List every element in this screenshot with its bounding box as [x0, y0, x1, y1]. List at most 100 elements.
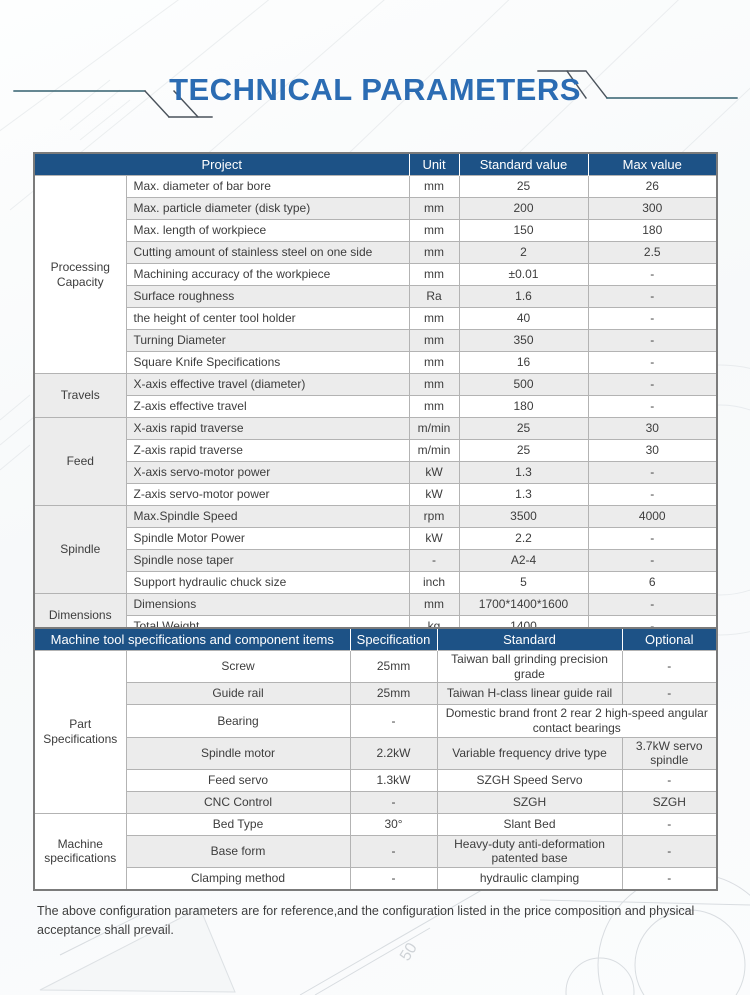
machine-specifications-table: Machine tool specifications and componen…	[33, 627, 719, 891]
unit-cell: kW	[408, 527, 460, 550]
table-row: Max. particle diameter (disk type) mm 200 3…	[34, 197, 718, 220]
table-row: Support hydraulic chuck size inch 5 6	[34, 571, 718, 594]
specification-cell: 25mm	[349, 649, 438, 684]
specification-cell: -	[349, 834, 438, 869]
max-value-cell: -	[587, 285, 718, 308]
table-row: Dimensions Dimensions mm 1700*1400*1600-	[33, 593, 718, 639]
table-row: Square Knife Specifications mm 16-	[34, 351, 718, 374]
table-row: Bearing - Domestic brand front 2 rear 2 hi…	[34, 704, 718, 738]
max-value-cell: -	[587, 307, 718, 330]
standard-value-cell: 180	[458, 395, 589, 418]
project-cell: Dimensions	[125, 593, 410, 616]
item-cell: Clamping method	[125, 867, 351, 891]
item-cell: Bearing	[125, 704, 351, 738]
table-row: Spindle motor 2.2kW Variable frequency dri…	[34, 736, 718, 770]
item-cell: CNC Control	[125, 790, 351, 814]
max-value-cell: -	[587, 461, 718, 484]
item-cell: Guide rail	[125, 682, 351, 706]
table-row: Base form - Heavy-duty anti-deformation pa…	[34, 834, 718, 869]
standard-value-cell: 150	[458, 219, 589, 242]
specification-cell: 1.3kW	[349, 768, 438, 792]
unit-cell: mm	[408, 395, 460, 418]
project-cell: X-axis servo-motor power	[125, 461, 410, 484]
table-row: Z-axis effective travel mm 180-	[34, 395, 718, 418]
optional-cell: -	[621, 812, 718, 836]
table-header-row: Machine tool specifications and componen…	[34, 628, 718, 651]
max-value-cell: -	[587, 329, 718, 352]
title-decoration-lines	[13, 70, 738, 118]
project-cell: Max. particle diameter (disk type)	[125, 197, 410, 220]
column-header-project: Project	[34, 153, 409, 176]
unit-cell: rpm	[408, 505, 460, 528]
standard-value-cell: 500	[458, 373, 589, 396]
unit-cell: mm	[408, 241, 460, 264]
standard-value-cell: 1.3	[458, 483, 589, 506]
column-header-standard: Standard	[436, 628, 623, 651]
project-cell: Machining accuracy of the workpiece	[125, 263, 410, 286]
table-row: the height of center tool holder mm 40-	[34, 307, 718, 330]
max-value-cell: -	[587, 351, 718, 374]
technical-parameters-table: Project Unit Standard value Max value Pr…	[33, 152, 718, 639]
standard-value-cell: 25	[458, 417, 589, 440]
group-label: Machine specifications	[33, 812, 127, 891]
project-cell: Square Knife Specifications	[125, 351, 410, 374]
item-cell: Spindle motor	[125, 736, 351, 770]
page-title: TECHNICAL PARAMETERS	[169, 72, 581, 107]
specification-cell: 25mm	[349, 682, 438, 706]
max-value-cell: -	[587, 373, 718, 396]
footnote: The above configuration parameters are f…	[37, 904, 695, 937]
optional-cell: -	[621, 867, 718, 891]
max-value-cell: -	[587, 549, 718, 572]
project-cell: Z-axis effective travel	[125, 395, 410, 418]
standard-cell: Variable frequency drive type	[436, 736, 623, 770]
project-cell: X-axis effective travel (diameter)	[125, 373, 410, 396]
standard-value-cell: ±0.01	[458, 263, 589, 286]
unit-cell: mm	[408, 219, 460, 242]
standard-value-cell: 200	[458, 197, 589, 220]
unit-cell: m/min	[408, 439, 460, 462]
specification-cell: -	[349, 790, 438, 814]
standard-cell: Slant Bed	[436, 812, 623, 836]
optional-cell: -	[621, 834, 718, 869]
item-cell: Feed servo	[125, 768, 351, 792]
standard-value-cell: 1700*1400*1600	[458, 593, 589, 616]
column-header-standard-value: Standard value	[458, 153, 588, 176]
project-cell: Cutting amount of stainless steel on one…	[125, 241, 410, 264]
table-row: Clamping method - hydraulic clamping -	[34, 867, 718, 891]
item-cell: Screw	[125, 649, 351, 684]
standard-value-cell: 16	[458, 351, 589, 374]
table-row: Machine specifications Bed Type 30° Slant B…	[33, 812, 718, 891]
table-row: Spindle Motor Power kW 2.2-	[34, 527, 718, 550]
unit-cell: mm	[408, 351, 460, 374]
table-row: Machining accuracy of the workpiece mm ±0.…	[34, 263, 718, 286]
optional-cell: -	[621, 649, 718, 684]
project-cell: Max.Spindle Speed	[125, 505, 410, 528]
standard-value-cell: 25	[458, 175, 589, 198]
max-value-cell: -	[587, 483, 718, 506]
project-cell: Z-axis servo-motor power	[125, 483, 410, 506]
standard-cell: hydraulic clamping	[436, 867, 623, 891]
project-cell: Max. diameter of bar bore	[125, 175, 410, 198]
standard-value-cell: 5	[458, 571, 589, 594]
project-cell: the height of center tool holder	[125, 307, 410, 330]
standard-value-cell: 2.2	[458, 527, 589, 550]
unit-cell: mm	[408, 197, 460, 220]
optional-cell: -	[621, 768, 718, 792]
max-value-cell: 2.5	[587, 241, 718, 264]
unit-cell: kW	[408, 483, 460, 506]
specification-cell: -	[349, 704, 438, 738]
project-cell: Turning Diameter	[125, 329, 410, 352]
optional-cell: -	[621, 682, 718, 706]
table-row: Guide rail 25mm Taiwan H-class linear guid…	[34, 682, 718, 706]
standard-value-cell: 350	[458, 329, 589, 352]
table-row: Z-axis rapid traverse m/min 25 30	[34, 439, 718, 462]
project-cell: Max. length of workpiece	[125, 219, 410, 242]
column-header-unit: Unit	[408, 153, 459, 176]
unit-cell: mm	[408, 593, 460, 616]
specification-cell: -	[349, 867, 438, 891]
item-cell: Base form	[125, 834, 351, 869]
unit-cell: -	[408, 549, 460, 572]
unit-cell: mm	[408, 263, 460, 286]
project-cell: Spindle nose taper	[125, 549, 410, 572]
project-cell: Z-axis rapid traverse	[125, 439, 410, 462]
